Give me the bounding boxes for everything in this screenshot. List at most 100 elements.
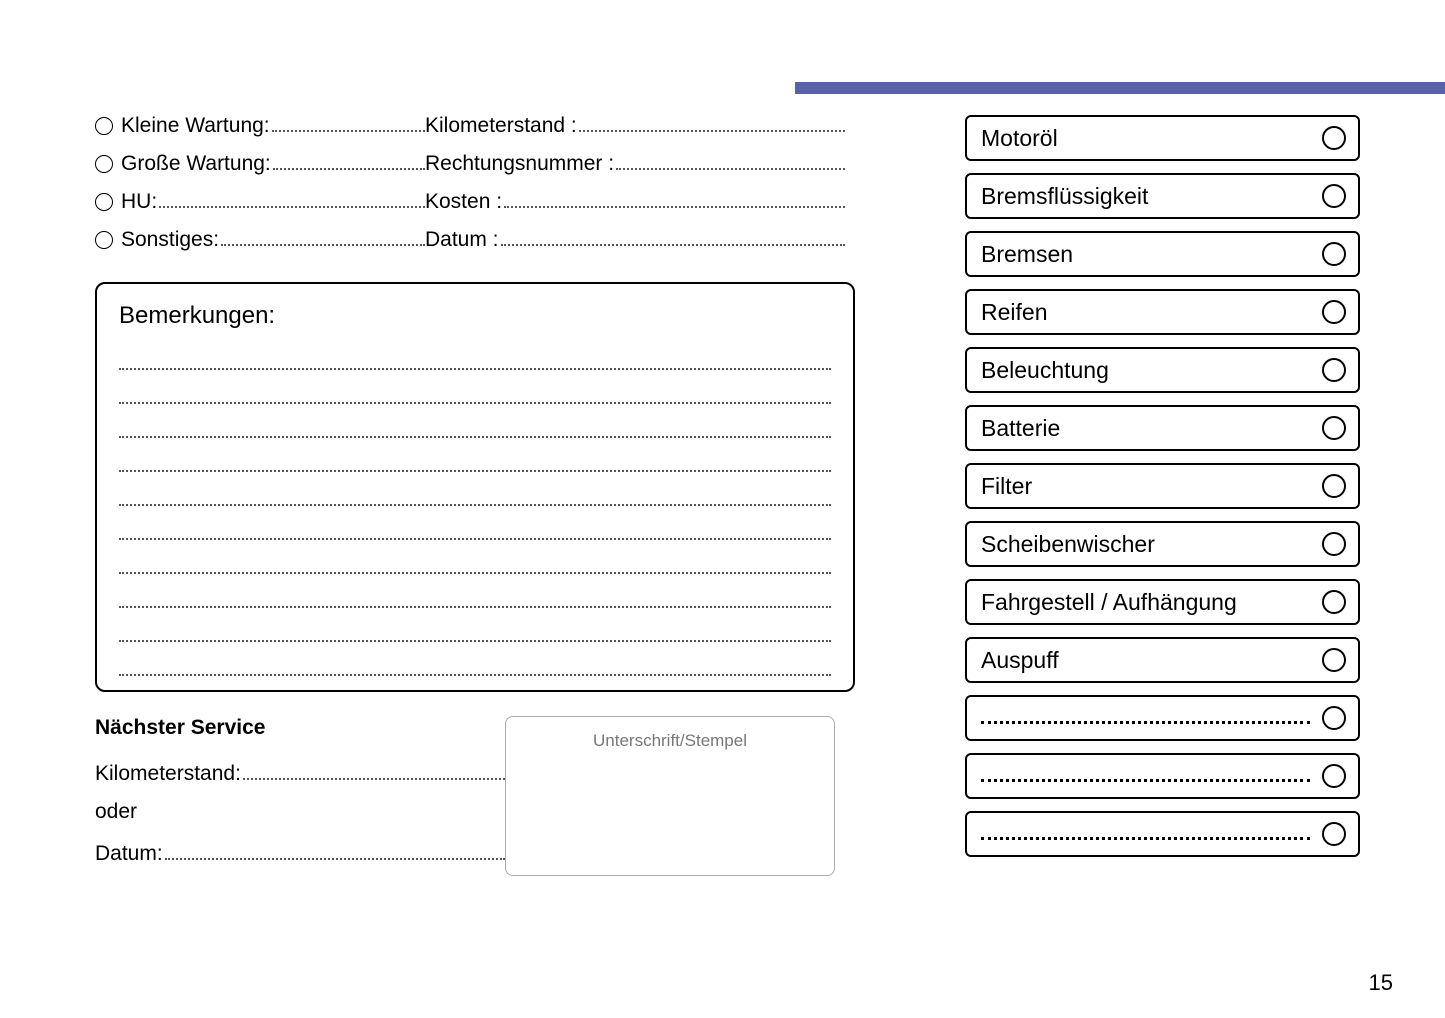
dotted-fill[interactable] xyxy=(504,186,845,208)
ns-km-label: Kilometerstand: xyxy=(95,762,241,786)
form-area: Kleine Wartung: Kilometerstand : Große W… xyxy=(95,110,855,880)
checklist-circle-icon[interactable] xyxy=(1322,822,1346,846)
checklist-label: Scheibenwischer xyxy=(981,531,1322,558)
ns-or-label: oder xyxy=(95,800,137,824)
checklist-circle-icon[interactable] xyxy=(1322,532,1346,556)
remarks-line[interactable] xyxy=(119,484,831,506)
checklist-label: Filter xyxy=(981,473,1322,500)
checklist-label: Batterie xyxy=(981,415,1322,442)
label-kilometerstand: Kilometerstand : xyxy=(425,114,577,138)
ns-date-row: Datum: xyxy=(95,838,505,866)
remarks-line[interactable] xyxy=(119,654,831,676)
checklist-circle-icon[interactable] xyxy=(1322,764,1346,788)
checklist-circle-icon[interactable] xyxy=(1322,126,1346,150)
checklist-label: Beleuchtung xyxy=(981,357,1322,384)
checklist-circle-icon[interactable] xyxy=(1322,416,1346,440)
remarks-line[interactable] xyxy=(119,586,831,608)
next-service-section: Nächster Service Kilometerstand: oder Da… xyxy=(95,716,855,880)
dotted-fill[interactable] xyxy=(272,110,425,132)
form-left-3: Sonstiges: xyxy=(95,224,425,252)
checklist-row xyxy=(965,753,1360,799)
signature-box[interactable]: Unterschrift/Stempel xyxy=(505,716,835,876)
remarks-lines-container xyxy=(119,348,831,676)
dotted-fill[interactable] xyxy=(165,838,505,860)
checklist-row: Beleuchtung xyxy=(965,347,1360,393)
ns-km-row: Kilometerstand: xyxy=(95,758,505,786)
checklist-row: Batterie xyxy=(965,405,1360,451)
remarks-title: Bemerkungen: xyxy=(119,302,831,330)
label-sonstiges: Sonstiges: xyxy=(121,228,219,252)
checklist-circle-icon[interactable] xyxy=(1322,648,1346,672)
checklist-blank-line[interactable] xyxy=(981,828,1310,840)
form-row-0: Kleine Wartung: Kilometerstand : xyxy=(95,110,855,138)
form-right-1: Rechtungsnummer : xyxy=(425,148,845,176)
dotted-fill[interactable] xyxy=(501,224,845,246)
radio-circle-icon[interactable] xyxy=(95,231,113,249)
checklist-row xyxy=(965,811,1360,857)
checklist-circle-icon[interactable] xyxy=(1322,706,1346,730)
checklist-label: Reifen xyxy=(981,299,1322,326)
checklist-label: Bremsflüssigkeit xyxy=(981,183,1322,210)
form-left-1: Große Wartung: xyxy=(95,148,425,176)
checklist-row: Auspuff xyxy=(965,637,1360,683)
checklist-row: Fahrgestell / Aufhängung xyxy=(965,579,1360,625)
checklist-circle-icon[interactable] xyxy=(1322,358,1346,382)
header-accent-bar xyxy=(795,82,1445,94)
remarks-line[interactable] xyxy=(119,382,831,404)
remarks-line[interactable] xyxy=(119,416,831,438)
radio-circle-icon[interactable] xyxy=(95,193,113,211)
checklist-blank-line[interactable] xyxy=(981,770,1310,782)
remarks-line[interactable] xyxy=(119,552,831,574)
checklist: Motoröl Bremsflüssigkeit Bremsen Reifen Bele… xyxy=(965,115,1360,869)
remarks-line[interactable] xyxy=(119,348,831,370)
checklist-label: Motoröl xyxy=(981,125,1322,152)
checklist-blank-line[interactable] xyxy=(981,712,1310,724)
checklist-row: Filter xyxy=(965,463,1360,509)
checklist-row: Reifen xyxy=(965,289,1360,335)
checklist-label: Bremsen xyxy=(981,241,1322,268)
checklist-label: Fahrgestell / Aufhängung xyxy=(981,589,1322,616)
dotted-fill[interactable] xyxy=(616,148,845,170)
form-row-3: Sonstiges: Datum : xyxy=(95,224,855,252)
checklist-row: Bremsflüssigkeit xyxy=(965,173,1360,219)
checklist-label: Auspuff xyxy=(981,647,1322,674)
remarks-box: Bemerkungen: xyxy=(95,282,855,692)
checklist-row: Bremsen xyxy=(965,231,1360,277)
checklist-circle-icon[interactable] xyxy=(1322,242,1346,266)
form-row-1: Große Wartung: Rechtungsnummer : xyxy=(95,148,855,176)
dotted-fill[interactable] xyxy=(221,224,425,246)
checklist-row: Scheibenwischer xyxy=(965,521,1360,567)
label-kosten: Kosten : xyxy=(425,190,502,214)
label-datum: Datum : xyxy=(425,228,499,252)
checklist-circle-icon[interactable] xyxy=(1322,300,1346,324)
next-service-title: Nächster Service xyxy=(95,716,505,740)
form-left-0: Kleine Wartung: xyxy=(95,110,425,138)
remarks-line[interactable] xyxy=(119,518,831,540)
dotted-fill[interactable] xyxy=(159,186,425,208)
radio-circle-icon[interactable] xyxy=(95,117,113,135)
dotted-fill[interactable] xyxy=(243,758,505,780)
signature-label: Unterschrift/Stempel xyxy=(593,731,747,750)
form-right-3: Datum : xyxy=(425,224,845,252)
label-rechnungsnummer: Rechtungsnummer : xyxy=(425,152,614,176)
dotted-fill[interactable] xyxy=(579,110,845,132)
remarks-line[interactable] xyxy=(119,620,831,642)
radio-circle-icon[interactable] xyxy=(95,155,113,173)
checklist-circle-icon[interactable] xyxy=(1322,590,1346,614)
checklist-row xyxy=(965,695,1360,741)
remarks-line[interactable] xyxy=(119,450,831,472)
form-left-2: HU: xyxy=(95,186,425,214)
checklist-row: Motoröl xyxy=(965,115,1360,161)
label-hu: HU: xyxy=(121,190,157,214)
ns-date-label: Datum: xyxy=(95,842,163,866)
next-service-left: Nächster Service Kilometerstand: oder Da… xyxy=(95,716,505,880)
label-kleine-wartung: Kleine Wartung: xyxy=(121,114,270,138)
dotted-fill[interactable] xyxy=(273,148,425,170)
checklist-circle-icon[interactable] xyxy=(1322,184,1346,208)
checklist-circle-icon[interactable] xyxy=(1322,474,1346,498)
label-grosse-wartung: Große Wartung: xyxy=(121,152,271,176)
form-right-0: Kilometerstand : xyxy=(425,110,845,138)
page-number: 15 xyxy=(1369,970,1393,996)
form-right-2: Kosten : xyxy=(425,186,845,214)
form-row-2: HU: Kosten : xyxy=(95,186,855,214)
